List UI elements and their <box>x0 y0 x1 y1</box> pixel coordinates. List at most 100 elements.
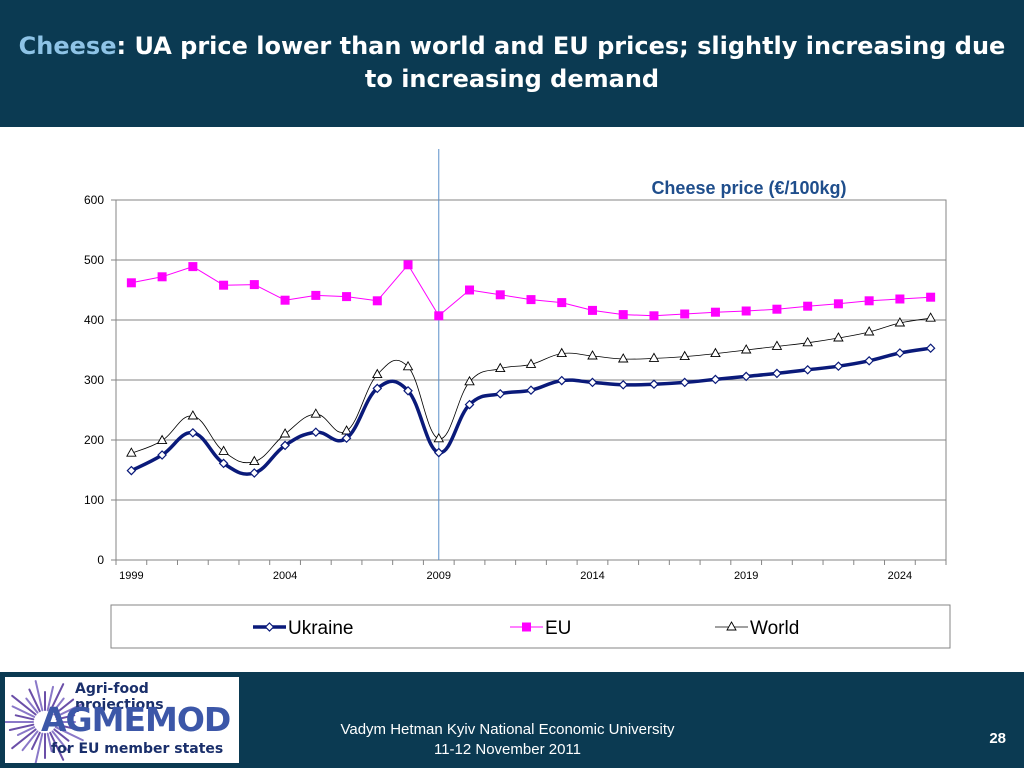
data-point-eu <box>649 311 659 321</box>
data-point-world <box>433 432 445 443</box>
data-point-ukraine <box>802 364 813 375</box>
data-point-world <box>894 317 906 327</box>
data-point-world <box>710 347 721 358</box>
logo-ray <box>21 730 39 752</box>
data-point-ukraine <box>618 379 629 390</box>
data-point-ukraine <box>833 361 844 372</box>
data-point-ukraine <box>218 458 229 469</box>
logo-top-text: Agri-food projections <box>75 681 164 713</box>
data-point-world <box>464 375 475 386</box>
footer-text: Vadym Hetman Kyiv National Economic Univ… <box>290 720 725 760</box>
logo-bottom-text: for EU member states <box>51 741 224 757</box>
y-tick-label: 300 <box>84 373 104 387</box>
x-tick-label: 2009 <box>427 570 451 582</box>
data-point-ukraine <box>188 427 198 438</box>
logo-ray <box>25 697 39 714</box>
data-point-eu <box>342 292 352 302</box>
data-point-eu <box>680 309 690 319</box>
data-point-ukraine <box>679 377 690 388</box>
data-point-world <box>587 350 598 360</box>
data-point-eu <box>618 310 628 320</box>
data-point-ukraine <box>310 427 321 438</box>
y-tick-label: 600 <box>84 193 104 207</box>
data-point-world <box>402 360 414 371</box>
logo-ray <box>53 698 75 716</box>
data-point-eu <box>311 290 321 300</box>
series-world <box>126 312 936 466</box>
logo-ray <box>51 697 65 714</box>
data-point-world <box>279 428 291 438</box>
data-point-world <box>494 362 506 373</box>
data-point-world <box>310 408 322 418</box>
logo-burst-icon <box>5 680 84 763</box>
data-point-ukraine <box>372 383 383 394</box>
data-point-ukraine <box>403 385 413 396</box>
logo-ray <box>46 732 53 753</box>
page-number: 28 <box>989 730 1006 747</box>
data-point-eu <box>372 296 382 306</box>
data-point-eu <box>557 298 567 308</box>
legend-item-eu: EU <box>510 618 571 639</box>
data-point-eu <box>465 285 475 295</box>
data-point-world <box>156 434 168 445</box>
data-point-eu <box>188 262 198 272</box>
data-point-ukraine <box>925 343 936 354</box>
data-point-ukraine <box>649 379 659 390</box>
legend-label: EU <box>545 618 571 639</box>
data-point-ukraine <box>157 450 167 460</box>
legend-marker <box>522 622 531 632</box>
data-point-eu <box>926 292 936 302</box>
legend-item-world: World <box>715 618 799 639</box>
data-point-eu <box>710 307 720 317</box>
logo-ray <box>55 714 76 721</box>
series-eu <box>126 260 936 321</box>
data-point-ukraine <box>126 465 137 476</box>
data-point-ukraine <box>741 371 752 382</box>
data-point-eu <box>403 260 413 270</box>
logo-ray <box>11 694 37 716</box>
data-point-world <box>679 350 690 361</box>
data-point-world <box>925 312 936 322</box>
agmemod-logo: Agri-food projections AGMEMOD for EU mem… <box>5 677 239 763</box>
data-point-ukraine <box>526 385 536 396</box>
series-line-world <box>131 317 931 464</box>
data-point-world <box>249 455 260 466</box>
y-tick-label: 0 <box>97 553 104 567</box>
data-point-ukraine <box>556 375 567 386</box>
series-ukraine <box>126 343 936 478</box>
logo-ray <box>54 726 84 742</box>
logo-main-text: AGMEMOD <box>41 700 231 739</box>
footer-line-2: 11-12 November 2011 <box>433 741 582 758</box>
data-point-world <box>218 445 229 455</box>
data-point-ukraine <box>772 368 782 379</box>
logo-ray <box>46 685 55 712</box>
data-point-world <box>740 344 752 354</box>
data-point-world <box>372 368 383 379</box>
data-point-world <box>617 353 629 363</box>
logo-ray <box>16 726 36 737</box>
logo-ray <box>34 732 44 763</box>
legend-item-ukraine: Ukraine <box>253 618 353 639</box>
data-point-world <box>126 447 137 457</box>
data-point-ukraine <box>341 433 352 444</box>
data-point-world <box>771 340 783 350</box>
legend-marker <box>264 622 275 632</box>
data-point-eu <box>526 295 536 305</box>
legend-label: Ukraine <box>288 618 353 639</box>
data-point-eu <box>895 294 905 304</box>
data-point-ukraine <box>280 440 290 451</box>
title-accent: Cheese <box>18 32 117 60</box>
data-point-eu <box>280 295 290 305</box>
logo-ray <box>8 723 35 732</box>
data-point-eu <box>434 311 444 321</box>
data-point-ukraine <box>864 355 874 366</box>
data-point-eu <box>864 296 874 306</box>
logo-ray <box>55 723 82 732</box>
legend-label: World <box>750 618 799 639</box>
logo-ray <box>54 702 84 718</box>
data-point-world <box>525 358 537 368</box>
data-point-world <box>833 332 844 342</box>
x-tick-label: 2019 <box>734 570 758 582</box>
data-point-eu <box>249 280 259 290</box>
data-point-eu <box>772 304 782 314</box>
